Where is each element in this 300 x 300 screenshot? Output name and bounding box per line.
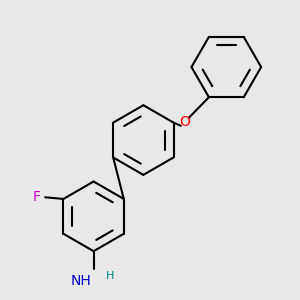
Text: H: H <box>106 271 115 281</box>
Text: O: O <box>179 115 190 129</box>
Text: F: F <box>32 190 40 204</box>
Text: NH: NH <box>70 274 91 288</box>
